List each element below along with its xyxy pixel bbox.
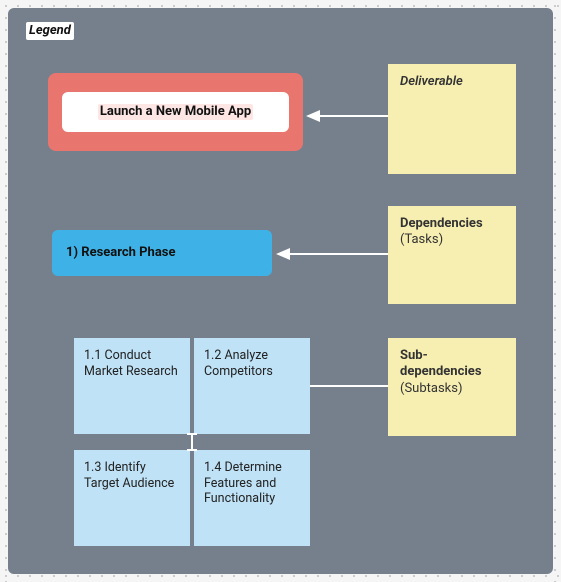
subtask-1-2-label: 1.2 Analyze Competitors <box>204 348 273 379</box>
subtask-1-2: 1.2 Analyze Competitors <box>194 338 310 434</box>
sticky-dependencies-line1: Dependencies <box>400 216 504 232</box>
subtask-1-4-label: 1.4 Determine Features and Functionality <box>204 460 282 506</box>
subtask-1-1-label: 1.1 Conduct Market Research <box>84 348 178 379</box>
sticky-dependencies: Dependencies (Tasks) <box>388 206 516 304</box>
legend-title-text: Legend <box>29 23 71 38</box>
sticky-dependencies-line2: (Tasks) <box>400 232 504 248</box>
subtask-1-3-label: 1.3 Identify Target Audience <box>84 460 174 491</box>
sticky-subdependencies: Sub- dependencies (Subtasks) <box>388 338 516 436</box>
sticky-deliverable-text: Deliverable <box>400 74 463 89</box>
deliverable-box: Launch a New Mobile App <box>62 92 289 132</box>
subtask-1-1: 1.1 Conduct Market Research <box>74 338 190 434</box>
legend-canvas: Legend Launch a New Mobile App Deliverab… <box>8 8 553 574</box>
sticky-sub-line2: dependencies <box>400 364 504 380</box>
deliverable-label: Launch a New Mobile App <box>98 104 253 120</box>
subtask-1-3: 1.3 Identify Target Audience <box>74 450 190 546</box>
sticky-sub-line3: (Subtasks) <box>400 381 504 397</box>
sticky-deliverable: Deliverable <box>388 64 516 174</box>
task-box: 1) Research Phase <box>52 230 272 276</box>
subtask-1-4: 1.4 Determine Features and Functionality <box>194 450 310 546</box>
task-label: 1) Research Phase <box>66 245 176 261</box>
sticky-sub-line1a: Sub- <box>400 348 428 363</box>
legend-title: Legend <box>26 22 74 40</box>
